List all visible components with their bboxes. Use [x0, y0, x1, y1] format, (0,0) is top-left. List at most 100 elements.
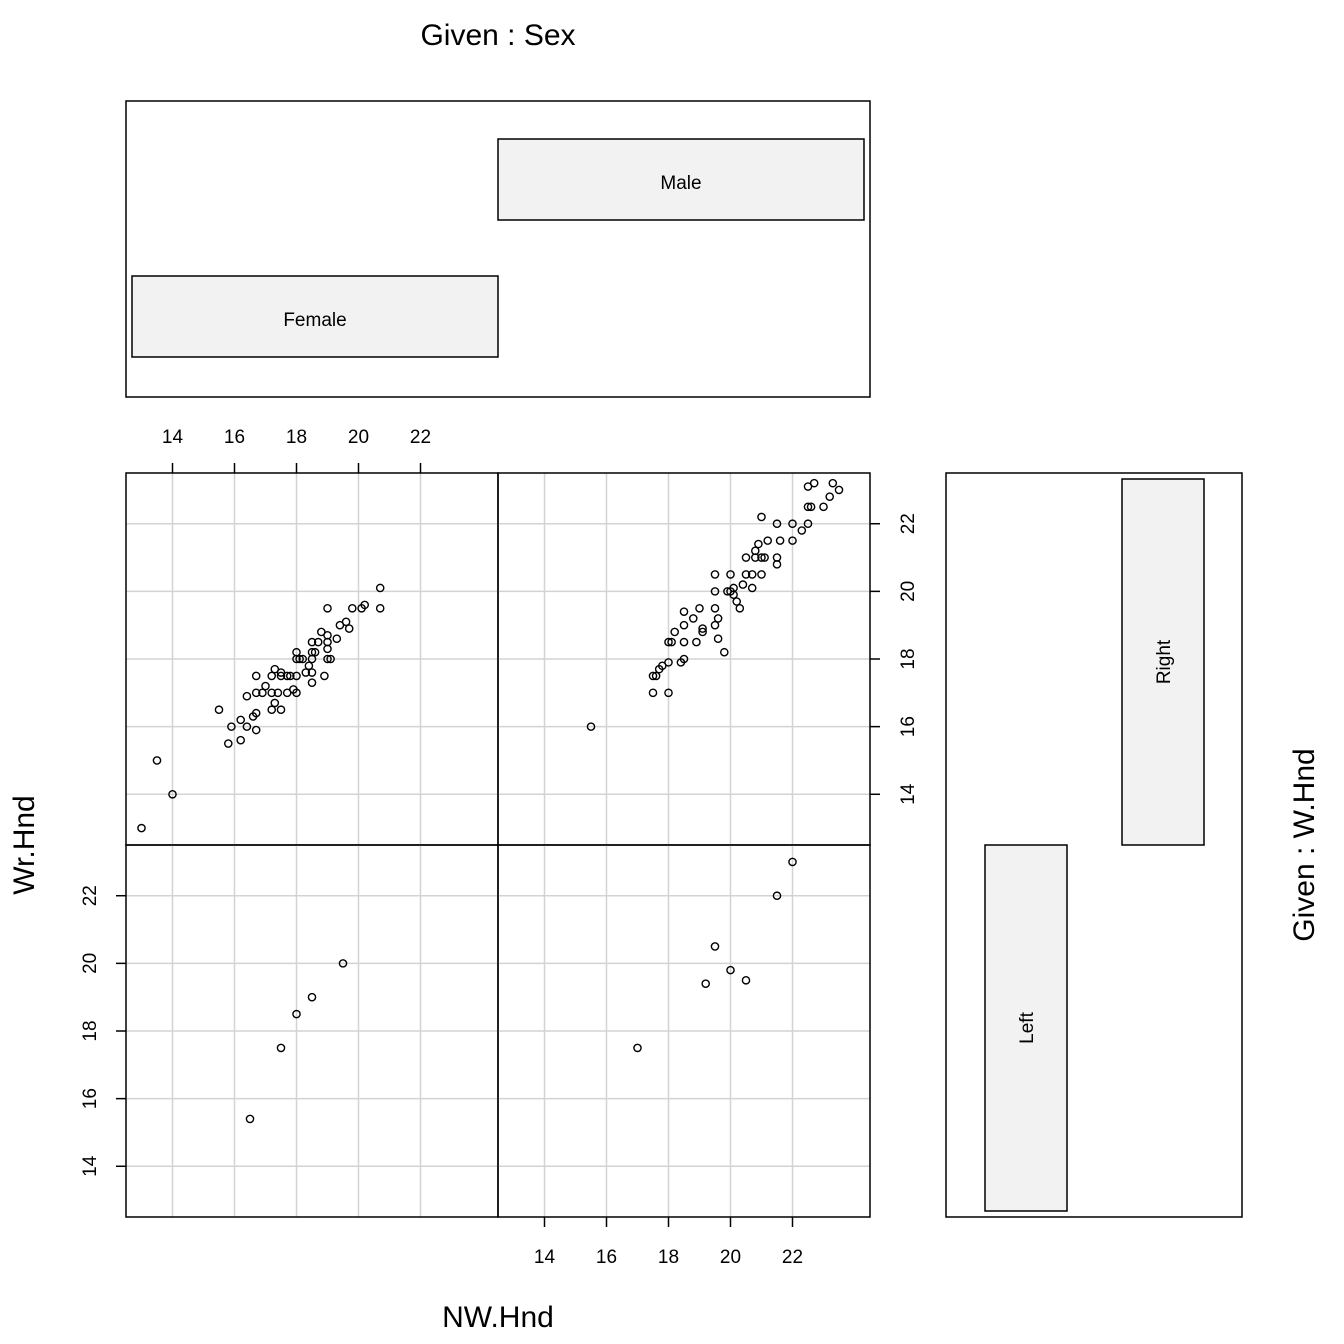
data-point	[772, 519, 782, 529]
x-tick-label-bottom: 20	[720, 1247, 741, 1268]
x-tick-label-bottom: 22	[782, 1247, 803, 1268]
data-point	[338, 959, 348, 968]
panel-frame	[497, 844, 871, 1218]
data-point	[689, 614, 698, 623]
data-point	[825, 492, 835, 501]
data-point	[726, 570, 735, 579]
data-point	[747, 583, 757, 593]
x-axis-title: NW.Hnd	[442, 1301, 554, 1334]
data-point	[710, 942, 720, 951]
data-point	[251, 688, 261, 698]
data-point	[732, 597, 742, 606]
given-w-hnd-panel	[945, 472, 1243, 1218]
x-tick-label-bottom: 14	[534, 1247, 556, 1268]
data-point	[803, 519, 813, 529]
data-point	[788, 857, 797, 867]
strip-left	[984, 844, 1068, 1212]
data-point	[757, 570, 766, 579]
data-point	[313, 637, 323, 647]
data-point	[664, 637, 673, 647]
data-point	[344, 624, 354, 633]
data-point	[741, 570, 751, 579]
data-point	[326, 654, 335, 664]
data-point	[803, 502, 813, 512]
data-point	[341, 617, 351, 627]
data-point	[360, 600, 370, 610]
data-point	[295, 654, 304, 664]
data-point	[137, 823, 146, 833]
data-point	[698, 624, 707, 633]
data-point	[223, 739, 233, 748]
data-point	[307, 668, 317, 677]
axes: 14 14 16 16 18 18 20 20 22 22 14 14 16 16 18 18 20 20 22 22	[80, 427, 919, 1268]
data-point	[701, 979, 711, 988]
data-point	[754, 539, 763, 549]
data-point	[347, 603, 357, 613]
data-point	[648, 671, 658, 681]
data-point	[726, 965, 735, 975]
data-point	[648, 688, 658, 698]
data-point	[710, 587, 720, 596]
y-tick-label-right: 20	[898, 581, 919, 602]
strip-female-label: Female	[283, 310, 346, 331]
data-point	[757, 512, 766, 522]
y-tick-label-left: 16	[80, 1088, 101, 1109]
data-point	[747, 570, 757, 579]
data-point	[320, 671, 329, 681]
data-point	[310, 647, 320, 657]
data-point	[276, 671, 286, 681]
data-point	[828, 478, 838, 488]
data-point	[375, 583, 385, 593]
data-point	[292, 654, 301, 664]
data-point	[285, 671, 295, 681]
data-point	[245, 1114, 255, 1124]
data-point	[323, 603, 332, 613]
data-point	[267, 705, 277, 715]
data-point	[763, 536, 773, 545]
data-point	[251, 708, 261, 718]
data-point	[710, 620, 720, 630]
data-point	[633, 1043, 642, 1053]
data-point	[586, 722, 596, 731]
strip-female	[131, 275, 499, 358]
data-point	[741, 975, 751, 985]
data-point	[667, 637, 676, 647]
data-point	[679, 654, 689, 664]
data-point	[267, 688, 277, 698]
data-point	[760, 553, 769, 562]
data-point	[775, 536, 785, 545]
data-point	[710, 570, 720, 579]
data-point	[332, 634, 342, 644]
data-point	[323, 654, 332, 664]
data-point	[276, 705, 286, 715]
data-point	[307, 637, 317, 647]
strip-right-label: Right	[1154, 639, 1175, 684]
data-point	[772, 553, 782, 562]
data-point	[236, 715, 245, 725]
data-point	[735, 603, 745, 613]
data-point	[710, 603, 720, 613]
data-point	[713, 634, 723, 644]
data-point	[282, 671, 292, 681]
data-point	[809, 478, 819, 488]
data-point	[819, 502, 828, 512]
y-tick-label-left: 20	[80, 953, 101, 974]
given-sex-title: Given : Sex	[420, 19, 575, 52]
strip-male	[497, 138, 865, 221]
y-tick-label-left: 22	[80, 885, 101, 906]
data-point	[375, 603, 385, 613]
data-point	[834, 485, 844, 495]
data-point	[251, 671, 261, 681]
panel-female-left	[125, 844, 499, 1218]
data-point	[695, 603, 704, 613]
data-point	[242, 691, 252, 701]
data-point	[788, 536, 797, 545]
data-point	[738, 580, 748, 589]
x-tick-label-top: 14	[162, 427, 184, 448]
data-point	[292, 1009, 301, 1019]
strip-right	[1121, 478, 1205, 846]
data-point	[772, 891, 782, 901]
data-point	[806, 502, 816, 512]
panel-female-right	[125, 472, 499, 846]
